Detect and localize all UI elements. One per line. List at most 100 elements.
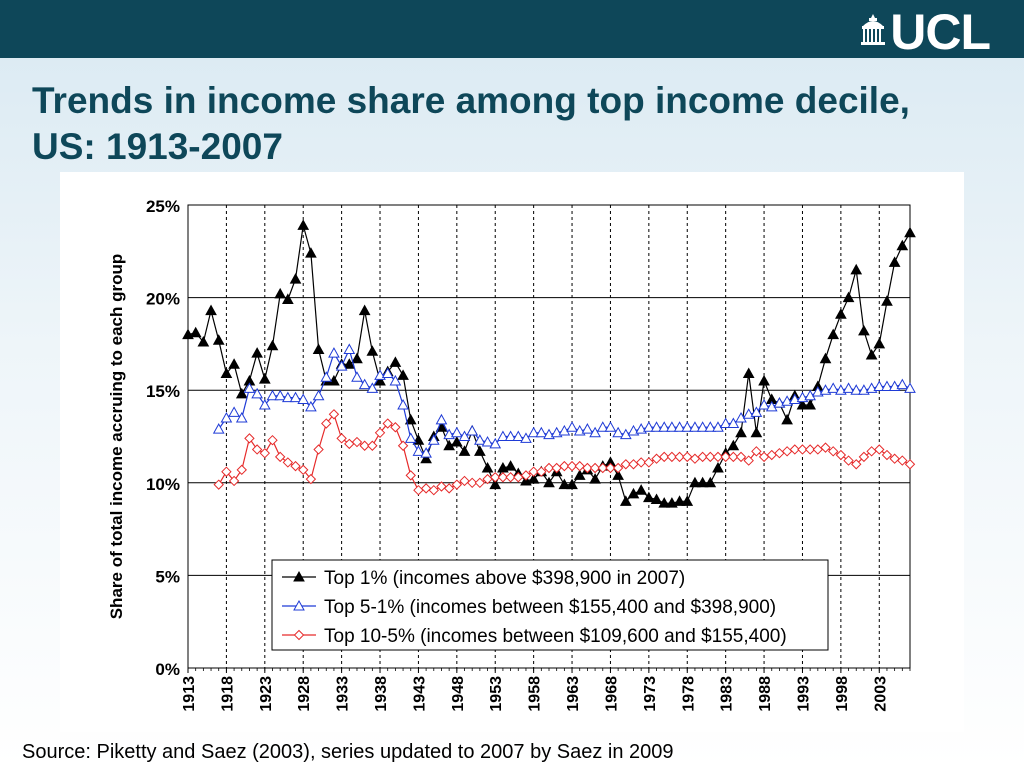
data-point <box>696 421 709 432</box>
data-point <box>743 455 754 466</box>
data-point <box>589 473 601 484</box>
data-point <box>696 476 709 488</box>
data-point <box>366 345 379 356</box>
data-point <box>850 263 863 275</box>
data-point <box>804 444 816 455</box>
data-point <box>673 421 686 432</box>
header-bar: UCL <box>0 0 1024 58</box>
data-point <box>404 413 417 425</box>
data-point <box>282 293 294 304</box>
data-point <box>305 247 317 258</box>
data-point <box>197 336 210 347</box>
data-point <box>374 427 386 439</box>
data-point <box>535 426 548 438</box>
data-point <box>804 398 816 410</box>
data-point <box>527 473 540 484</box>
data-point <box>381 367 394 379</box>
data-point <box>397 440 409 451</box>
data-point <box>735 411 747 423</box>
data-point <box>420 447 432 458</box>
data-point <box>489 478 502 490</box>
data-point <box>896 378 909 390</box>
data-point <box>643 421 655 432</box>
data-point <box>228 358 240 369</box>
data-point <box>751 446 762 457</box>
data-point <box>389 374 402 386</box>
data-point <box>320 371 333 382</box>
data-point <box>650 421 663 432</box>
data-point <box>481 461 494 473</box>
data-point <box>243 382 256 393</box>
data-point <box>758 451 770 463</box>
data-point <box>412 434 425 445</box>
data-point <box>758 398 770 410</box>
data-point <box>543 462 555 474</box>
data-point <box>873 380 886 391</box>
data-point <box>897 455 908 466</box>
x-tick-label: 1988 <box>757 676 774 712</box>
data-point <box>274 389 287 401</box>
data-point <box>344 438 355 450</box>
data-point <box>658 421 671 432</box>
x-tick-label: 2003 <box>872 676 889 712</box>
data-point <box>443 483 455 494</box>
data-point <box>189 326 202 338</box>
data-point <box>682 451 693 463</box>
data-point <box>459 475 470 487</box>
data-point <box>819 352 832 364</box>
data-point <box>612 462 624 474</box>
data-point <box>689 453 701 464</box>
data-point <box>758 374 770 386</box>
data-point <box>282 391 294 403</box>
data-point <box>842 291 855 303</box>
data-point <box>673 495 686 506</box>
data-point <box>750 426 763 438</box>
data-point <box>505 472 516 483</box>
data-point <box>481 436 494 447</box>
legend-item: Top 5-1% (incomes between $155,400 and $… <box>282 597 776 618</box>
data-point <box>474 434 486 445</box>
data-point <box>413 485 424 496</box>
data-point <box>213 479 224 490</box>
data-point <box>619 495 632 506</box>
data-point <box>904 459 916 470</box>
data-point <box>596 421 609 432</box>
legend-box <box>271 559 829 651</box>
data-point <box>420 483 432 494</box>
x-tick-label: 1973 <box>642 676 659 712</box>
data-point <box>228 475 240 487</box>
data-point <box>689 421 701 432</box>
data-point <box>528 466 539 477</box>
data-point <box>328 347 340 358</box>
data-point <box>321 418 332 429</box>
data-point <box>335 360 348 371</box>
x-tick-label: 1938 <box>373 676 390 712</box>
legend-label: Top 1% (incomes above $398,900 in 2007) <box>324 568 685 589</box>
data-point <box>582 462 593 474</box>
x-tick-label: 1963 <box>565 676 582 712</box>
data-point <box>420 452 432 464</box>
data-point <box>244 433 255 444</box>
x-tick-label: 1968 <box>603 676 620 712</box>
y-tick-label: 20% <box>146 290 180 309</box>
data-point <box>627 487 640 499</box>
data-point <box>842 382 855 393</box>
data-point <box>566 460 578 472</box>
data-point <box>797 444 808 455</box>
data-point <box>643 491 655 503</box>
data-point <box>865 348 878 360</box>
data-point <box>689 476 701 488</box>
data-point <box>497 472 509 483</box>
data-point <box>527 426 540 438</box>
data-point <box>466 477 478 489</box>
data-point <box>674 451 685 463</box>
data-point <box>389 356 402 367</box>
y-tick-label: 0% <box>155 660 180 679</box>
data-point <box>293 570 305 582</box>
y-tick-label: 25% <box>146 197 180 216</box>
data-point <box>881 380 893 391</box>
data-point <box>504 430 517 441</box>
data-point <box>666 451 678 463</box>
data-point <box>358 304 371 316</box>
data-point <box>367 440 378 451</box>
